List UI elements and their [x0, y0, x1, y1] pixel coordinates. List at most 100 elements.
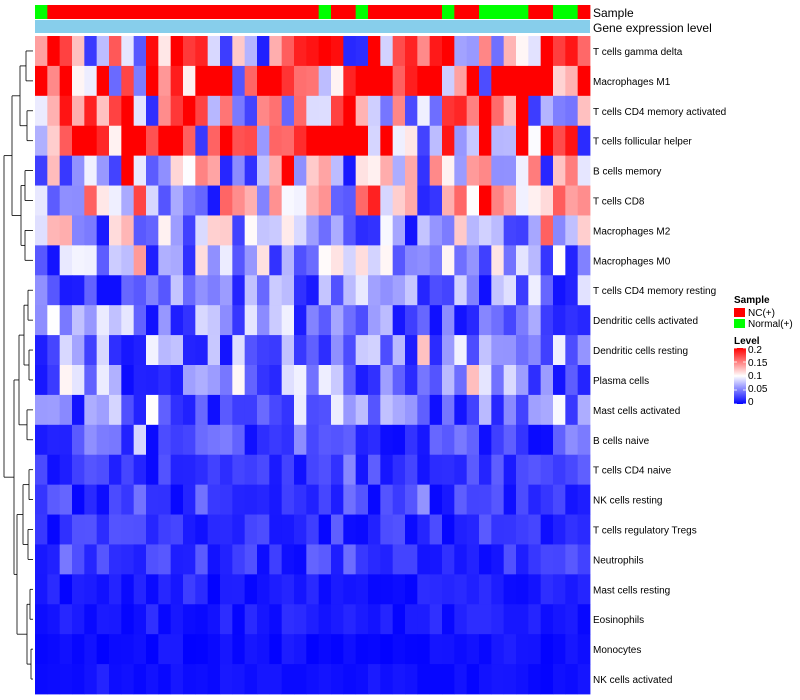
heatmap-cell — [392, 484, 406, 515]
heatmap-cell — [232, 275, 246, 306]
heatmap-cell — [59, 454, 73, 486]
heatmap-cell — [84, 604, 98, 635]
heatmap-cell — [244, 335, 258, 366]
heatmap-cell — [183, 604, 196, 635]
heatmap-cell — [355, 215, 369, 246]
heatmap-cell — [503, 245, 517, 276]
sample-annotation-cell — [294, 5, 307, 19]
heatmap-cell — [540, 335, 554, 366]
heatmap-cell — [72, 275, 85, 306]
heatmap-cell — [553, 514, 566, 545]
heatmap-cell — [503, 305, 517, 336]
heatmap-cell — [516, 634, 529, 665]
heatmap-cell — [72, 544, 85, 575]
heatmap-cell — [540, 664, 554, 695]
heatmap-cell — [405, 335, 418, 366]
heatmap-cell — [121, 65, 135, 97]
heatmap-cell — [380, 394, 394, 426]
heatmap-cell — [318, 604, 332, 635]
heatmap-cell — [331, 95, 344, 127]
heatmap-cell — [59, 215, 73, 246]
heatmap-cell — [146, 394, 159, 426]
heatmap-cell — [392, 125, 406, 157]
heatmap-cell — [183, 155, 196, 186]
row-label: Macrophages M0 — [593, 256, 671, 267]
sample-annotation-cell — [170, 5, 184, 19]
heatmap-cell — [479, 36, 492, 67]
heatmap-cell — [503, 275, 517, 306]
heatmap-cell — [503, 484, 517, 515]
heatmap-cell — [269, 544, 283, 575]
heatmap-cell — [405, 125, 418, 157]
heatmap-cell — [281, 604, 295, 635]
sample-annotation-cell — [195, 5, 209, 19]
heatmap-cell — [244, 95, 258, 127]
heatmap-cell — [516, 424, 529, 456]
heatmap-cells — [35, 36, 591, 695]
row-label: Plasma cells — [593, 376, 649, 387]
heatmap-cell — [454, 245, 468, 276]
heatmap-cell — [220, 544, 233, 575]
heatmap-cell — [553, 275, 566, 306]
heatmap-cell — [183, 424, 196, 456]
heatmap-cell — [466, 664, 480, 695]
heatmap-cell — [454, 305, 468, 336]
heatmap-cell — [405, 305, 418, 336]
heatmap-cell — [47, 335, 61, 366]
heatmap-cell — [491, 604, 505, 635]
heatmap-cell — [553, 544, 566, 575]
sample-annotation-cell — [491, 5, 505, 19]
heatmap-cell — [318, 185, 332, 216]
heatmap-cell — [516, 125, 529, 157]
heatmap-cell — [331, 454, 344, 486]
heatmap-cell — [158, 454, 172, 486]
heatmap-cell — [380, 215, 394, 246]
heatmap-cell — [281, 65, 295, 97]
row-label: Eosinophils — [593, 615, 644, 626]
heatmap-cell — [269, 305, 283, 336]
heatmap-cell — [220, 275, 233, 306]
heatmap-cell — [207, 604, 221, 635]
heatmap-cell — [368, 424, 381, 456]
heatmap-cell — [96, 215, 110, 246]
heatmap-cell — [540, 155, 554, 186]
heatmap-cell — [35, 185, 48, 216]
heatmap-cell — [195, 36, 209, 67]
heatmap-cell — [503, 215, 517, 246]
heatmap-cell — [417, 305, 431, 336]
heatmap-cell — [96, 544, 110, 575]
heatmap-cell — [479, 604, 492, 635]
row-label: Macrophages M2 — [593, 226, 671, 237]
heatmap-cell — [503, 664, 517, 695]
heatmap-cell — [195, 275, 209, 306]
heatmap-cell — [220, 305, 233, 336]
heatmap-cell — [503, 365, 517, 396]
heatmap-cell — [158, 275, 172, 306]
heatmap-cell — [553, 454, 566, 486]
heatmap-cell — [158, 125, 172, 157]
heatmap-cell — [84, 394, 98, 426]
heatmap-cell — [133, 514, 147, 545]
heatmap-cell — [59, 95, 73, 127]
heatmap-cell — [220, 95, 233, 127]
heatmap-cell — [516, 275, 529, 306]
heatmap-cell — [577, 305, 591, 336]
heatmap-cell — [59, 424, 73, 456]
heatmap-cell — [516, 365, 529, 396]
row-label: Neutrophils — [593, 555, 644, 566]
heatmap-cell — [331, 365, 344, 396]
heatmap-cell — [244, 574, 258, 605]
heatmap-cell — [429, 185, 443, 216]
heatmap-cell — [405, 484, 418, 515]
heatmap-cell — [158, 365, 172, 396]
heatmap-cell — [466, 544, 480, 575]
heatmap-cell — [392, 215, 406, 246]
heatmap-cell — [528, 365, 542, 396]
heatmap-cell — [343, 544, 357, 575]
heatmap-cell — [96, 275, 110, 306]
heatmap-cell — [479, 574, 492, 605]
heatmap-cell — [257, 245, 270, 276]
heatmap-cell — [133, 424, 147, 456]
heatmap-cell — [503, 394, 517, 426]
heatmap-cell — [96, 125, 110, 157]
